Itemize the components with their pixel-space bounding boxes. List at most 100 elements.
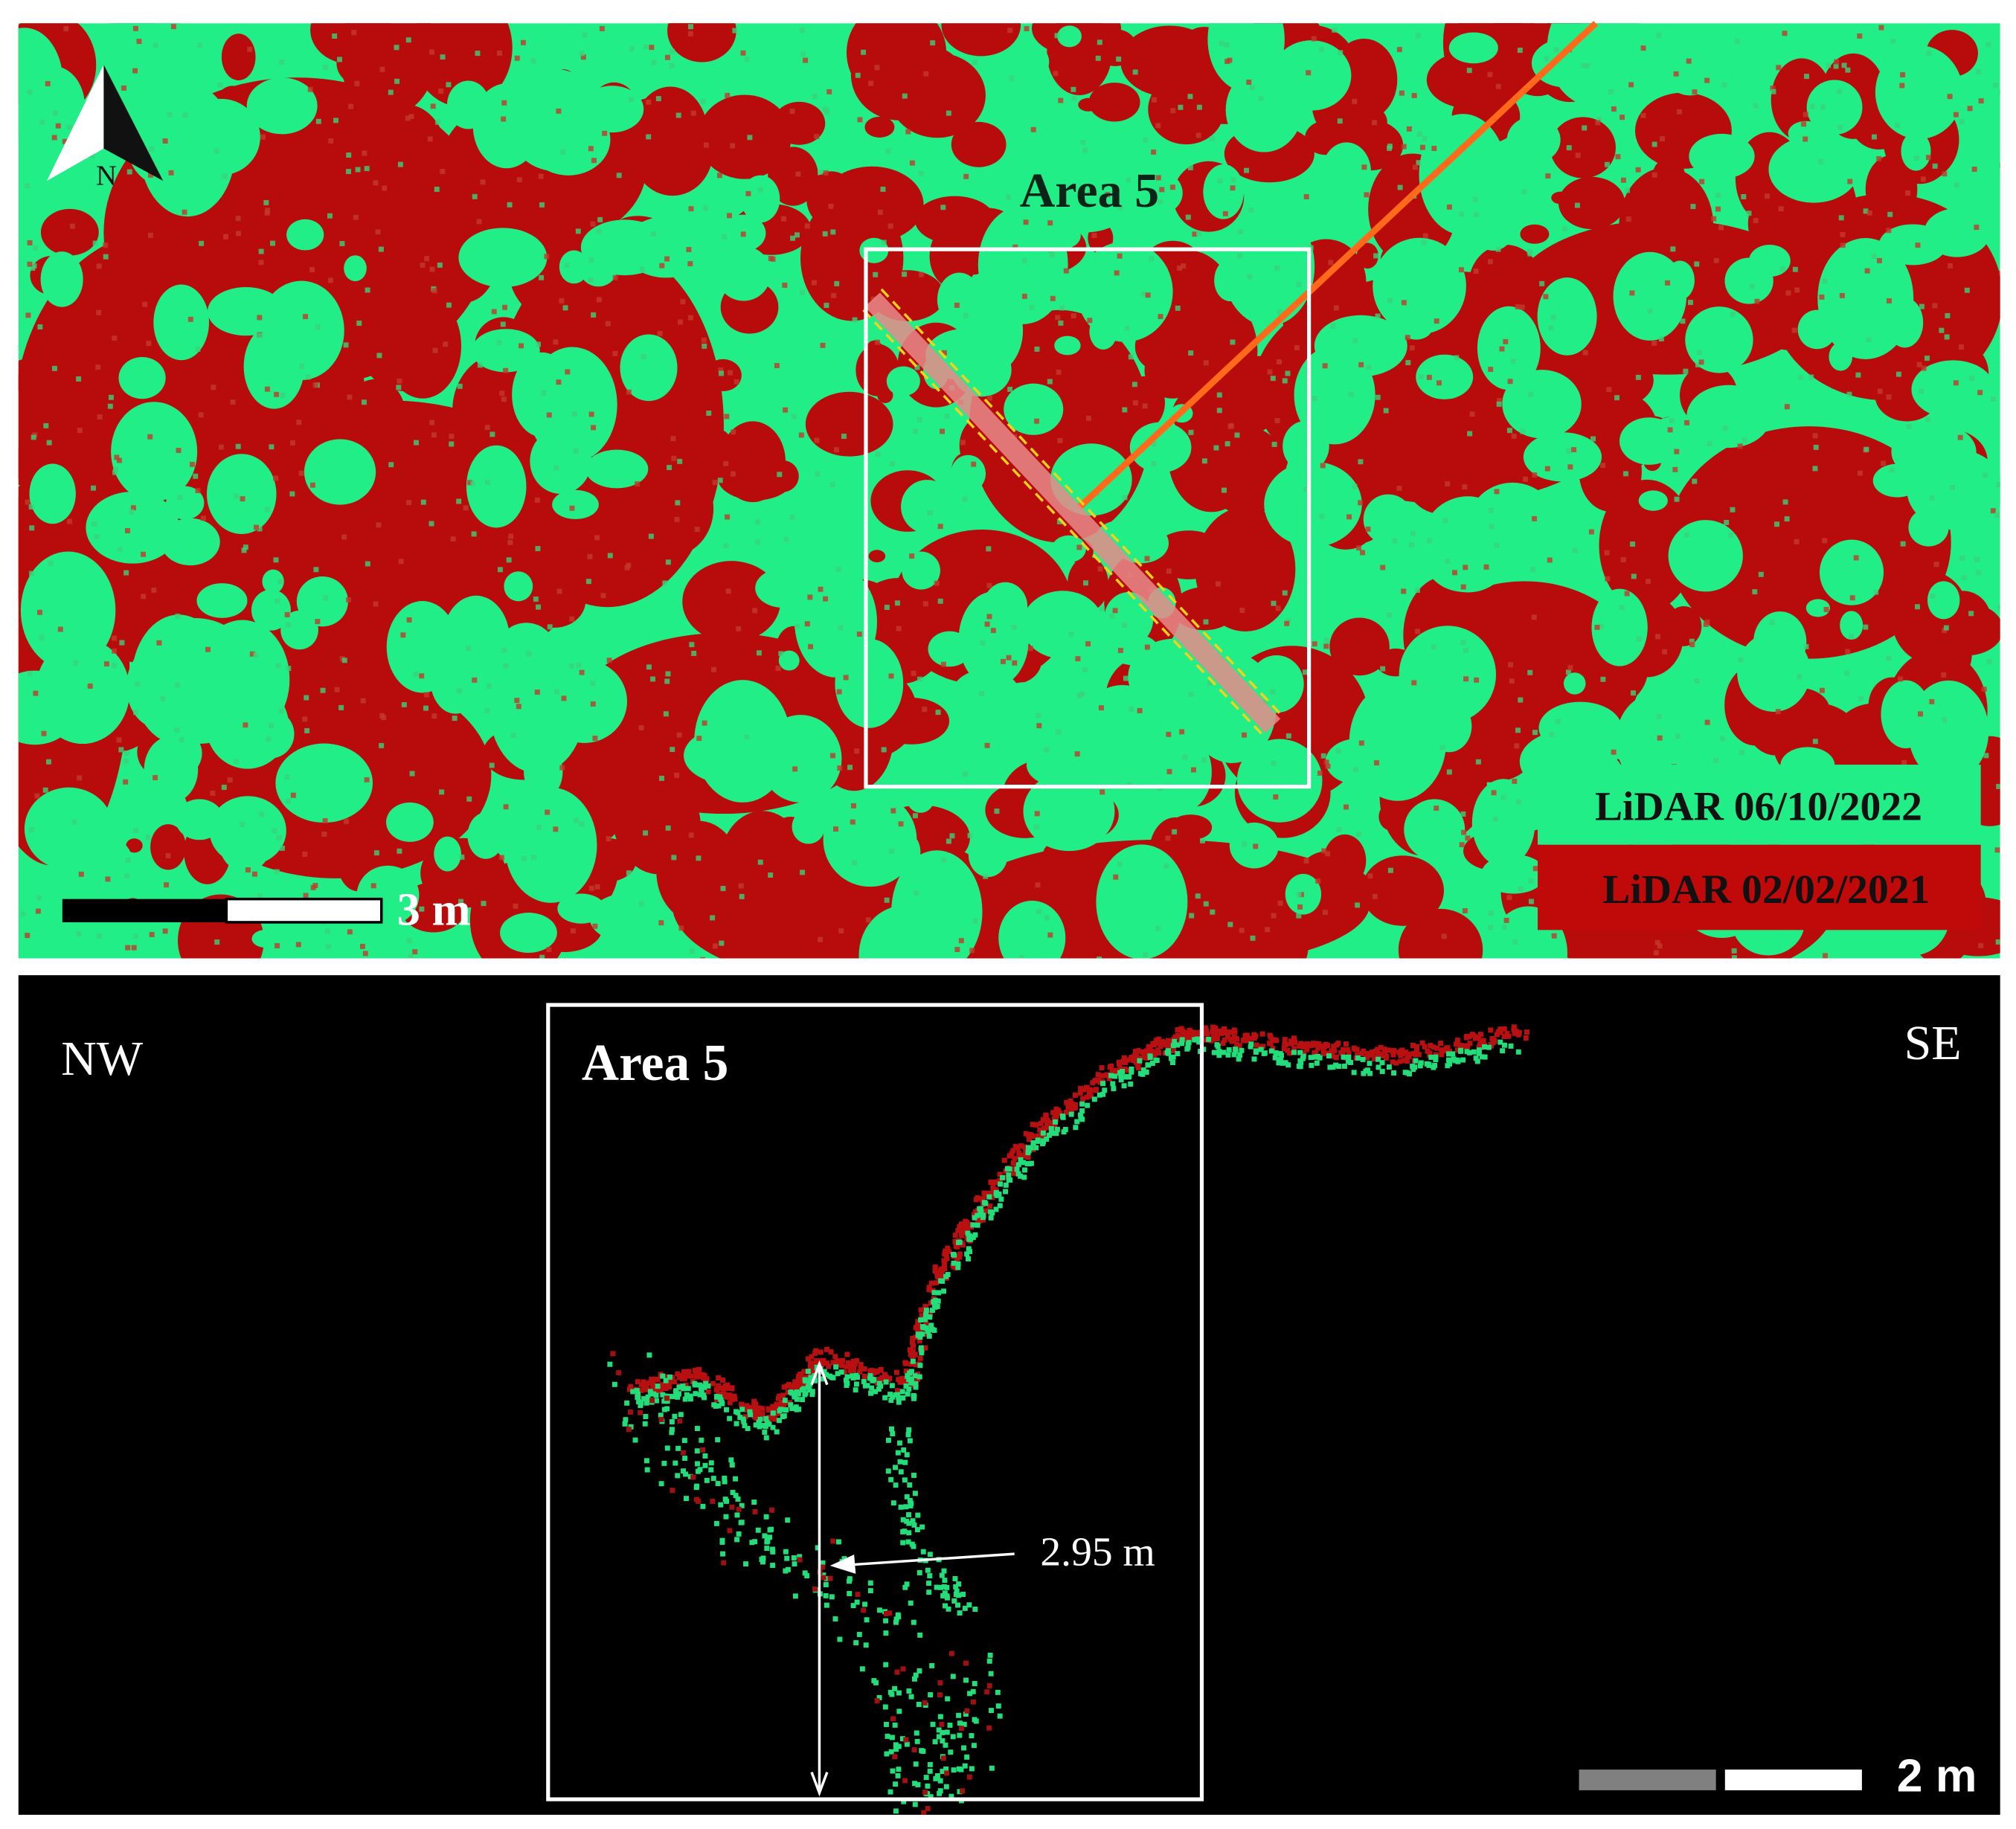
green-patch bbox=[18, 28, 63, 135]
speckle-point bbox=[890, 808, 896, 814]
speckle-point bbox=[1296, 281, 1302, 287]
cloud-point bbox=[1012, 1144, 1018, 1150]
cloud-point bbox=[966, 1256, 972, 1261]
speckle-point bbox=[1271, 442, 1277, 447]
cloud-point bbox=[833, 1364, 839, 1370]
speckle-point bbox=[362, 150, 367, 156]
cloud-point bbox=[980, 1196, 986, 1202]
cloud-point bbox=[927, 1768, 933, 1774]
cloud-point bbox=[837, 1362, 843, 1368]
cloud-point bbox=[728, 1393, 734, 1399]
speckle-point bbox=[1396, 47, 1402, 53]
cloud-point bbox=[922, 1790, 928, 1796]
speckle-point bbox=[571, 411, 577, 417]
speckle-point bbox=[850, 819, 855, 825]
cloud-point bbox=[770, 1563, 776, 1568]
speckle-point bbox=[1467, 431, 1473, 437]
cloud-point bbox=[835, 1371, 841, 1377]
speckle-point bbox=[1843, 670, 1849, 676]
speckle-point bbox=[501, 396, 507, 402]
speckle-point bbox=[437, 262, 443, 268]
speckle-point bbox=[1575, 152, 1581, 158]
speckle-point bbox=[1692, 478, 1698, 484]
cloud-point bbox=[1393, 1060, 1399, 1066]
green-patch bbox=[1666, 56, 1713, 96]
speckle-point bbox=[755, 519, 760, 525]
cloud-point bbox=[789, 1386, 795, 1392]
cloud-point bbox=[788, 1402, 794, 1408]
speckle-point bbox=[1683, 368, 1689, 374]
speckle-point bbox=[46, 759, 51, 765]
cloud-point bbox=[1231, 1052, 1237, 1058]
speckle-point bbox=[1325, 763, 1331, 769]
speckle-point bbox=[1519, 304, 1525, 310]
speckle-point bbox=[1684, 532, 1690, 538]
speckle-point bbox=[1224, 441, 1230, 447]
speckle-point bbox=[1244, 167, 1250, 173]
cloud-point bbox=[744, 1403, 750, 1409]
speckle-point bbox=[1866, 210, 1872, 216]
speckle-point bbox=[456, 498, 462, 504]
speckle-point bbox=[1574, 202, 1580, 208]
speckle-point bbox=[1655, 634, 1660, 640]
cloud-point bbox=[939, 1268, 945, 1274]
speckle-point bbox=[258, 260, 264, 266]
speckle-point bbox=[556, 588, 562, 594]
cloud-point bbox=[1040, 1130, 1046, 1136]
speckle-point bbox=[852, 317, 858, 323]
cloud-point bbox=[692, 1367, 698, 1373]
speckle-point bbox=[211, 385, 216, 390]
speckle-point bbox=[1034, 811, 1040, 817]
speckle-point bbox=[896, 626, 902, 631]
cloud-point bbox=[945, 1696, 951, 1702]
cloud-point bbox=[757, 1416, 763, 1422]
speckle-point bbox=[1182, 754, 1188, 760]
speckle-point bbox=[807, 594, 813, 600]
speckle-point bbox=[1698, 359, 1704, 365]
cloud-point bbox=[655, 1388, 661, 1394]
speckle-point bbox=[1889, 467, 1895, 473]
speckle-point bbox=[720, 886, 726, 891]
cloud-point bbox=[623, 1417, 629, 1423]
speckle-point bbox=[544, 254, 550, 260]
cloud-point bbox=[683, 1471, 689, 1477]
cloud-point bbox=[1447, 1048, 1453, 1054]
cloud-point bbox=[653, 1398, 659, 1404]
cloud-point bbox=[1333, 1062, 1339, 1068]
cloud-point bbox=[942, 1578, 948, 1584]
speckle-point bbox=[286, 666, 292, 672]
speckle-point bbox=[655, 96, 661, 102]
speckle-point bbox=[1758, 571, 1764, 577]
cloud-point bbox=[902, 1379, 908, 1385]
cloud-point bbox=[751, 1499, 757, 1505]
cloud-point bbox=[895, 1612, 901, 1618]
cloud-point bbox=[743, 1561, 749, 1567]
cloud-point bbox=[987, 1652, 993, 1658]
cloud-point bbox=[1112, 1073, 1117, 1079]
speckle-point bbox=[1822, 278, 1828, 284]
speckle-point bbox=[1029, 304, 1035, 310]
cloud-point bbox=[1133, 1059, 1139, 1065]
cloud-point bbox=[906, 1386, 912, 1392]
speckle-point bbox=[76, 376, 82, 382]
north-arrow-right bbox=[103, 64, 164, 181]
speckle-point bbox=[547, 624, 553, 630]
speckle-point bbox=[223, 234, 229, 240]
speckle-point bbox=[1566, 145, 1572, 151]
speckle-point bbox=[1463, 676, 1469, 682]
green-patch bbox=[580, 219, 669, 276]
cloud-point bbox=[895, 1450, 901, 1456]
speckle-point bbox=[257, 893, 263, 899]
speckle-point bbox=[132, 933, 138, 939]
cloud-point bbox=[809, 1354, 815, 1360]
speckle-point bbox=[1792, 266, 1798, 272]
speckle-point bbox=[382, 185, 388, 191]
red-patch bbox=[338, 23, 437, 117]
red-patch bbox=[1599, 479, 1695, 611]
speckle-point bbox=[1730, 312, 1736, 318]
cloud-point bbox=[692, 1380, 698, 1386]
speckle-point bbox=[1001, 658, 1006, 664]
speckle-point bbox=[823, 170, 829, 176]
cloud-point bbox=[908, 1361, 914, 1367]
cloud-point bbox=[906, 1512, 911, 1518]
